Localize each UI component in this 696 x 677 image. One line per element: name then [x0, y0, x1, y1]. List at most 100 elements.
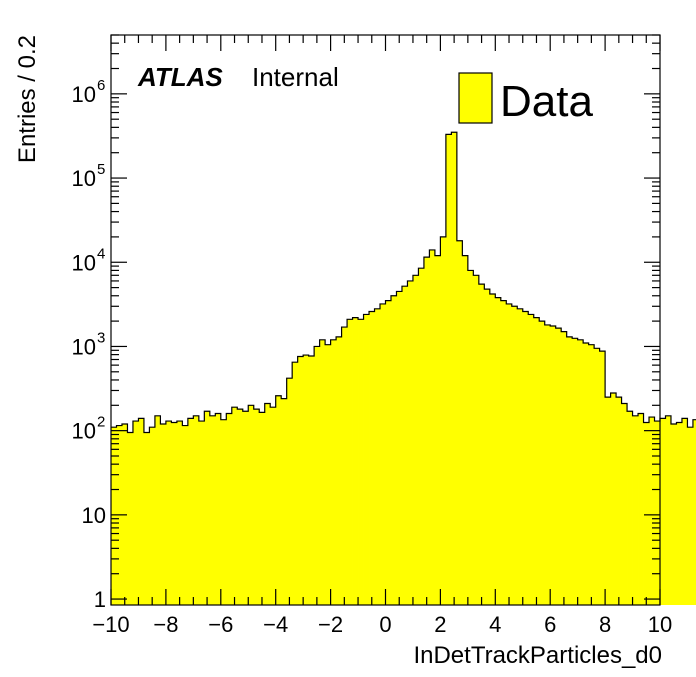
histogram-bin: [149, 427, 156, 605]
histogram-bin: [588, 344, 595, 605]
histogram-bin: [226, 413, 233, 605]
x-tick-label: 4: [489, 612, 501, 637]
histogram-bin: [204, 411, 211, 605]
y-tick-exponent: 6: [97, 77, 105, 94]
histogram-bin: [517, 308, 524, 605]
histogram-bin: [676, 422, 683, 605]
x-tick-label: −6: [208, 612, 233, 637]
histogram-bin: [132, 421, 139, 605]
histogram-bin: [363, 314, 370, 605]
histogram-bin: [473, 275, 480, 605]
x-tick-label: 10: [648, 612, 672, 637]
histogram-bin: [467, 270, 474, 605]
histogram-bin: [248, 405, 255, 605]
atlas-sublabel: Internal: [252, 62, 339, 92]
histogram-bin: [401, 286, 408, 605]
histogram-bin: [390, 295, 397, 605]
histogram-bin: [506, 303, 513, 605]
histogram-bin: [605, 397, 611, 605]
histogram-bin: [610, 393, 617, 605]
histogram-bin: [176, 421, 183, 605]
histogram-bin: [198, 421, 205, 605]
y-tick-label: 10: [72, 166, 96, 191]
histogram-bin: [550, 325, 557, 605]
histogram-bin: [325, 344, 331, 605]
x-axis-title: InDetTrackParticles_d0: [413, 642, 662, 669]
histogram-bin: [489, 293, 496, 605]
histogram-bin: [264, 403, 271, 605]
histogram-bin: [423, 257, 430, 605]
histogram-bin: [396, 291, 403, 605]
x-tick-label: −2: [318, 612, 343, 637]
histogram-bin: [270, 407, 277, 605]
histogram-bin: [171, 422, 178, 605]
y-tick-label: 1: [94, 587, 106, 612]
histogram-bin: [187, 418, 194, 605]
histogram-bin: [138, 418, 145, 605]
histogram-bin: [660, 418, 666, 605]
y-tick-label: 10: [72, 419, 96, 444]
histogram-bin: [154, 415, 161, 605]
histogram-bin: [215, 413, 222, 605]
histogram-bin: [670, 423, 677, 605]
histogram-bin: [687, 427, 694, 605]
histogram-bin: [193, 415, 200, 605]
histogram-bin: [462, 255, 469, 605]
histogram-bin: [583, 342, 590, 605]
histogram-bin: [111, 427, 117, 605]
x-tick-label: 0: [379, 612, 391, 637]
histogram-bin: [259, 412, 266, 605]
histogram-bin: [347, 319, 353, 605]
histogram-bin: [127, 432, 134, 605]
histogram-bin: [692, 419, 696, 605]
histogram-bin: [599, 351, 606, 605]
y-axis-title: Entries / 0.2: [14, 35, 41, 163]
y-tick-exponent: 4: [97, 245, 105, 262]
histogram-bin: [478, 284, 485, 605]
y-tick-label: 10: [72, 82, 96, 107]
histogram-bin: [319, 339, 326, 605]
histogram-bin: [539, 321, 546, 605]
histogram-bin: [511, 306, 518, 605]
histogram-bin: [577, 339, 584, 605]
histogram-bin: [561, 331, 568, 605]
histogram-bin: [434, 255, 441, 605]
histogram-bin: [143, 432, 150, 605]
y-tick-label: 10: [72, 250, 96, 275]
y-tick-exponent: 5: [97, 161, 105, 178]
histogram-bin: [440, 236, 447, 605]
histogram-bin: [495, 297, 502, 605]
histogram-bin: [412, 275, 419, 605]
histogram-bin: [621, 403, 628, 605]
x-tick-label: −8: [153, 612, 178, 637]
histogram-bin: [572, 338, 579, 605]
histogram-bin: [544, 324, 551, 605]
histogram-bin: [528, 314, 535, 605]
histogram-bars: [111, 132, 696, 606]
histogram-bin: [209, 415, 216, 605]
y-tick-label: 10: [82, 503, 106, 528]
axis-ticks: [110, 34, 661, 605]
histogram-bin: [451, 132, 458, 605]
histogram-bin: [445, 134, 452, 605]
histogram-bin: [566, 336, 573, 605]
histogram-bin: [649, 417, 655, 605]
histogram-bin: [237, 409, 244, 605]
histogram-bin: [533, 317, 540, 605]
histogram-bin: [665, 415, 672, 605]
histogram-bin: [638, 413, 644, 605]
x-tick-label: 2: [434, 612, 446, 637]
histogram-bin: [297, 356, 304, 605]
histogram-bin: [358, 319, 364, 605]
histogram-bin: [429, 249, 436, 605]
histogram-bin: [632, 415, 639, 605]
histogram-bin: [374, 308, 381, 605]
histogram-bin: [594, 348, 601, 605]
histogram-bin: [242, 411, 249, 605]
histogram-bin: [314, 346, 321, 605]
histogram-bin: [286, 378, 293, 605]
histogram-bin: [336, 336, 342, 605]
